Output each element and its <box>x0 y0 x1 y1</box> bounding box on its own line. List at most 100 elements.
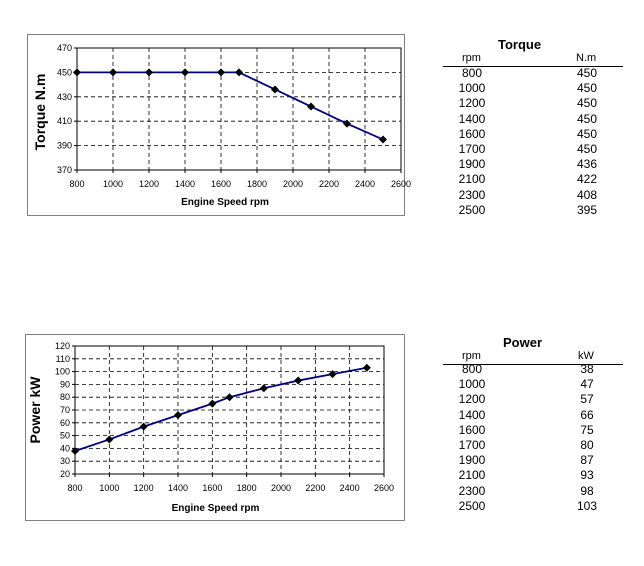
torque-table-value-cell: 436 <box>576 157 598 172</box>
torque-data-point <box>235 68 243 77</box>
power-ytick-label: 60 <box>60 418 70 428</box>
torque-x-axis-label: Engine Speed rpm <box>181 197 269 208</box>
power-table-value-cell: 80 <box>580 438 594 452</box>
torque-xtick-label: 1400 <box>175 179 195 189</box>
power-data-point <box>174 411 182 420</box>
torque-table-rpm-cell: 2500 <box>458 202 486 217</box>
power-data-point <box>328 370 337 379</box>
power-x-axis-label: Engine Speed rpm <box>172 503 260 514</box>
power-ytick-label: 120 <box>55 341 70 351</box>
torque-ytick-label: 370 <box>57 165 72 175</box>
power-table-rpm-cell: 1400 <box>458 407 486 422</box>
power-xtick-label: 800 <box>67 483 82 493</box>
torque-data-point <box>109 68 117 77</box>
power-table-value-cell: 66 <box>580 407 594 422</box>
power-xtick-label: 2000 <box>271 483 291 493</box>
power-ytick-label: 100 <box>55 367 70 377</box>
power-data-point <box>362 363 371 372</box>
power-ytick-label: 40 <box>60 443 70 453</box>
torque-table-rpm-cell: 800 <box>461 66 483 80</box>
power-data-point <box>259 384 268 393</box>
power-data-point <box>225 393 234 402</box>
torque-ytick-label: 430 <box>57 92 72 102</box>
torque-table-value-cell: 408 <box>576 187 598 202</box>
power-ytick-label: 50 <box>60 431 70 441</box>
torque-table-rpm-cell: 1200 <box>458 96 486 111</box>
power-xtick-label: 2400 <box>340 483 360 493</box>
power-table-value-cell: 87 <box>580 453 594 468</box>
power-table-rpm-header: rpm <box>462 350 481 362</box>
torque-ytick-label: 450 <box>57 67 72 77</box>
torque-data-point <box>379 135 387 144</box>
torque-ytick-label: 410 <box>57 116 72 126</box>
torque-table-nm-header: N.m <box>576 52 597 64</box>
power-table-rule <box>443 364 623 365</box>
power-table-rpm-cell: 1000 <box>458 377 486 392</box>
torque-data-point <box>145 68 153 77</box>
power-table-value-cell: 57 <box>580 392 594 407</box>
power-y-axis-label: Power kW <box>27 376 43 444</box>
torque-table-rpm-cell: 1700 <box>458 142 486 156</box>
power-table-kw-header: kW <box>578 350 594 362</box>
power-table-rpm-cell: 1900 <box>458 453 486 468</box>
torque-xtick-label: 1800 <box>247 179 267 189</box>
torque-table-value-cell: 450 <box>576 66 598 80</box>
power-series-line <box>74 366 367 452</box>
torque-table-rpm-header: rpm <box>462 52 481 64</box>
power-ytick-label: 30 <box>60 456 70 466</box>
torque-xtick-label: 2600 <box>391 179 411 189</box>
torque-table-value-cell: 450 <box>576 111 598 126</box>
power-data-point <box>71 446 79 455</box>
torque-table-rpm-cell: 2100 <box>458 172 486 187</box>
power-ytick-label: 70 <box>60 405 70 415</box>
power-xtick-label: 1000 <box>99 483 119 493</box>
torque-table-value-cell: 450 <box>576 142 598 156</box>
torque-xtick-label: 1000 <box>103 179 123 189</box>
torque-table-value-cell: 450 <box>576 81 598 96</box>
torque-table-value-cell: 395 <box>576 202 598 217</box>
torque-table-rpm-cell: 1400 <box>458 111 486 126</box>
power-table-title: Power <box>503 335 543 350</box>
power-table-value-cell: 93 <box>580 468 594 483</box>
torque-data-point <box>73 68 81 77</box>
power-data-point <box>139 422 148 431</box>
torque-ytick-label: 390 <box>57 141 72 151</box>
power-data-point <box>294 376 303 385</box>
torque-table-rpm-cell: 1000 <box>458 81 486 96</box>
power-ytick-label: 80 <box>60 392 70 402</box>
power-table-value-cell: 98 <box>580 483 594 498</box>
power-table-value-cell: 103 <box>576 498 598 513</box>
power-data-point <box>208 399 217 408</box>
torque-table-value-cell: 450 <box>576 126 598 141</box>
power-data-point <box>105 435 114 444</box>
torque-data-point <box>307 102 315 111</box>
torque-data-point <box>343 119 351 128</box>
torque-xtick-label: 2200 <box>319 179 339 189</box>
power-table-rpm-cell: 2100 <box>458 468 486 483</box>
torque-xtick-label: 800 <box>69 179 84 189</box>
torque-table-rpm-cell: 2300 <box>458 187 486 202</box>
torque-data-point <box>181 68 189 77</box>
power-xtick-label: 1200 <box>134 483 154 493</box>
torque-y-axis-label: Torque N.m <box>32 74 48 151</box>
torque-table-rpm-cell: 1900 <box>458 157 486 172</box>
torque-data-point <box>217 68 225 77</box>
torque-table-value-cell: 450 <box>576 96 598 111</box>
power-table-rpm-cell: 1600 <box>458 422 486 437</box>
power-table-value-cell: 38 <box>580 362 594 376</box>
torque-series-line <box>77 71 384 141</box>
power-table-rpm-cell: 2500 <box>458 498 486 513</box>
power-xtick-label: 2600 <box>374 483 394 493</box>
power-table-value-cell: 47 <box>580 377 594 392</box>
torque-table-title: Torque <box>498 37 542 52</box>
torque-table-rpm-cell: 1600 <box>458 126 486 141</box>
torque-table-value-cell: 422 <box>576 172 598 187</box>
power-xtick-label: 1800 <box>237 483 257 493</box>
power-ytick-label: 20 <box>60 469 70 479</box>
power-ytick-label: 90 <box>60 379 70 389</box>
power-table-value-cell: 75 <box>580 422 594 437</box>
torque-data-point <box>271 85 279 94</box>
power-ytick-label: 110 <box>56 354 70 364</box>
